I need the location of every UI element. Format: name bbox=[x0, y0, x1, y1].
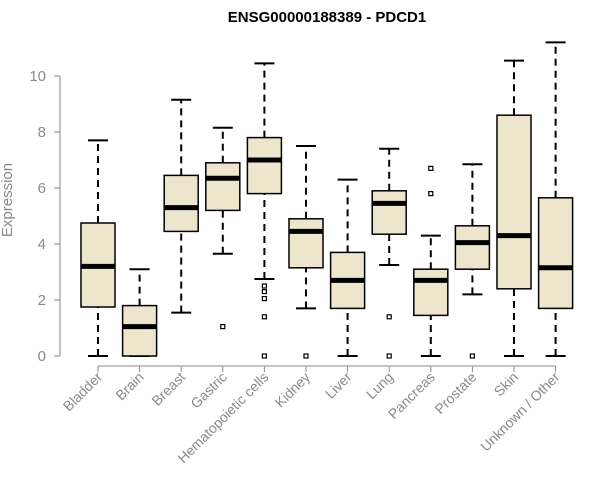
outlier-point bbox=[469, 353, 475, 359]
x-tick-label: Prostate bbox=[431, 369, 479, 417]
outlier-point bbox=[261, 353, 267, 359]
box-iqr bbox=[371, 190, 407, 235]
box-iqr bbox=[246, 136, 283, 195]
box-prostate bbox=[454, 163, 491, 359]
y-tick-label: 0 bbox=[38, 348, 46, 365]
box-breast bbox=[163, 98, 199, 314]
outlier-point bbox=[386, 353, 392, 359]
box-bladder bbox=[80, 139, 116, 357]
x-tick-label: Skin bbox=[491, 369, 522, 400]
box-iqr bbox=[288, 218, 324, 269]
box-iqr bbox=[205, 162, 241, 212]
chart-title: ENSG00000188389 - PDCD1 bbox=[228, 9, 426, 26]
y-tick-label: 8 bbox=[38, 124, 46, 141]
box-kidney bbox=[288, 145, 324, 359]
outlier-point bbox=[428, 165, 434, 171]
box-iqr bbox=[496, 114, 532, 290]
x-tick-label: Lung bbox=[363, 369, 396, 402]
box-iqr bbox=[163, 174, 199, 233]
outlier-point bbox=[220, 324, 226, 330]
y-tick-label: 10 bbox=[29, 68, 46, 85]
boxes-group bbox=[80, 41, 574, 359]
y-tick-label: 4 bbox=[38, 236, 46, 253]
outlier-point bbox=[261, 296, 267, 302]
box-gastric bbox=[205, 126, 241, 330]
box-liver bbox=[329, 178, 366, 357]
x-tick-label: Brain bbox=[112, 369, 146, 403]
box-lung bbox=[371, 147, 407, 359]
x-tick-label: Unknown / Other bbox=[477, 369, 563, 455]
x-tick-label: Liver bbox=[322, 369, 355, 402]
outlier-point bbox=[303, 353, 309, 359]
x-tick-label: Bladder bbox=[60, 369, 106, 415]
box-hematopoietic-cells bbox=[246, 62, 283, 359]
box-brain bbox=[121, 268, 158, 357]
x-tick-label: Kidney bbox=[272, 369, 314, 411]
y-axis-label: Expression bbox=[0, 163, 16, 237]
box-unknown-other bbox=[537, 41, 574, 357]
outlier-point bbox=[261, 289, 267, 295]
outlier-point bbox=[261, 283, 267, 289]
outlier-point bbox=[428, 191, 434, 197]
y-tick-label: 2 bbox=[38, 292, 46, 309]
outlier-point bbox=[261, 314, 267, 320]
box-iqr bbox=[537, 197, 574, 310]
box-iqr bbox=[454, 225, 491, 270]
x-tick-label: Breast bbox=[148, 369, 188, 409]
box-skin bbox=[496, 59, 532, 357]
box-iqr bbox=[413, 268, 449, 317]
y-tick-label: 6 bbox=[38, 180, 46, 197]
y-axis: 0 2 4 6 8 10 bbox=[29, 68, 61, 365]
box-pancreas bbox=[413, 165, 449, 357]
outlier-point bbox=[386, 314, 392, 320]
box-iqr bbox=[121, 304, 158, 357]
